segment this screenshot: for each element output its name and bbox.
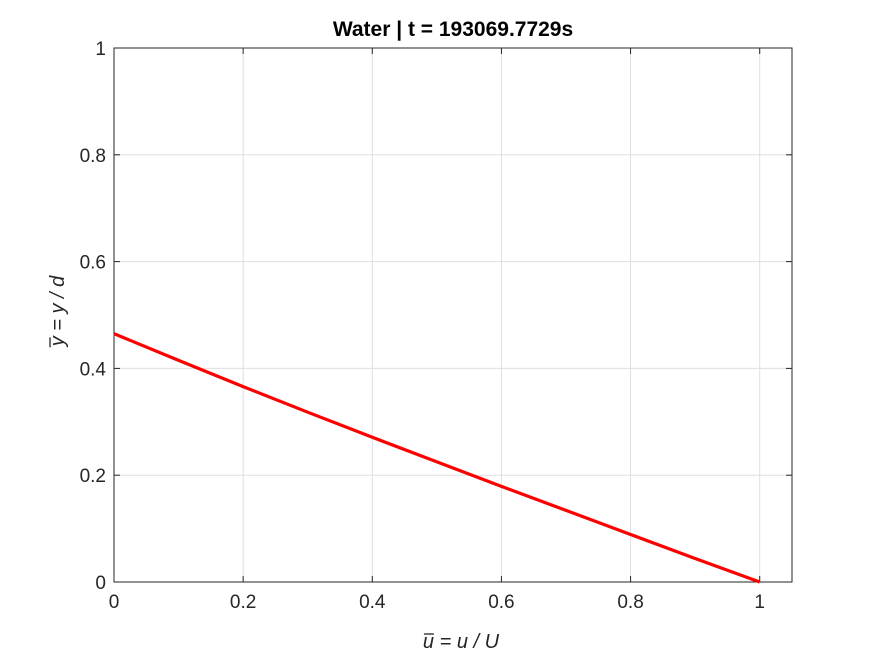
- series-line: [113, 332, 761, 584]
- data-series: [113, 332, 761, 584]
- y-axis-label-text: y = y / d: [47, 275, 69, 348]
- y-tick-label: 0.2: [80, 466, 106, 487]
- y-tick-label: 0.4: [80, 359, 107, 380]
- x-tick-label: 0.8: [617, 592, 643, 613]
- y-axis-label: y = y / d: [47, 275, 69, 348]
- chart-title: Water | t = 193069.7729s: [333, 18, 573, 41]
- y-tick-label: 0: [95, 573, 106, 594]
- x-tick-label: 0.4: [359, 592, 386, 613]
- x-tick-label: 1: [754, 592, 765, 613]
- y-tick-label: 1: [95, 39, 106, 60]
- y-tick-label: 0.8: [80, 146, 106, 167]
- x-axis-label: u = u / U: [423, 631, 500, 653]
- x-tick-label: 0.6: [488, 592, 514, 613]
- plot-area-border: [113, 47, 793, 583]
- y-tick-label: 0.6: [80, 253, 106, 274]
- x-tick-label: 0.2: [230, 592, 256, 613]
- axis-ticks: 0 0.2 0.4 0.6 0.8 1 0 0.2 0.4 0.6 0.8 1: [80, 39, 792, 613]
- x-axis-label-text: u = u / U: [423, 631, 500, 653]
- x-tick-label: 0: [109, 592, 120, 613]
